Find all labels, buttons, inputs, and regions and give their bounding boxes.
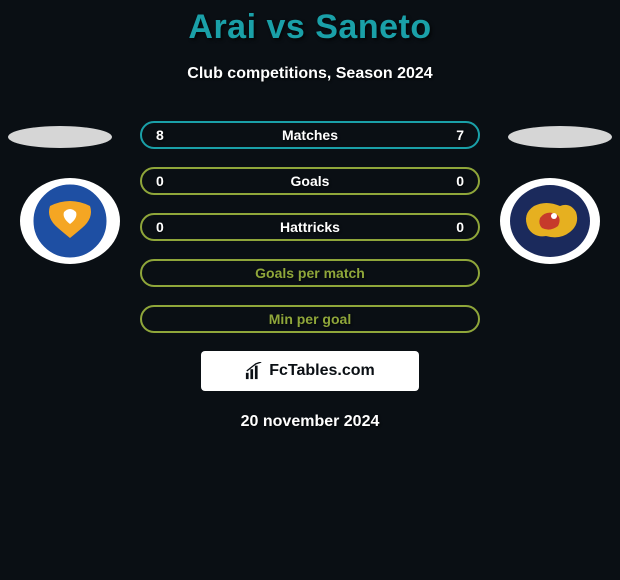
stat-row-hattricks: 0 Hattricks 0 xyxy=(140,213,480,241)
brand-text: FcTables.com xyxy=(269,362,375,380)
vvaren-logo-icon xyxy=(20,178,120,264)
stat-row-gpm: Goals per match xyxy=(140,259,480,287)
stat-right: 7 xyxy=(456,127,464,143)
team-badge-right xyxy=(500,178,600,264)
stat-label: Hattricks xyxy=(280,219,340,235)
decoration-ellipse-left xyxy=(8,126,112,148)
stat-label: Min per goal xyxy=(269,311,351,327)
stat-left: 0 xyxy=(156,219,164,235)
vegalta-logo-icon xyxy=(500,178,600,264)
brand-watermark: FcTables.com xyxy=(201,351,419,391)
title-left: Arai xyxy=(188,8,256,46)
decoration-ellipse-right xyxy=(508,126,612,148)
team-badge-left xyxy=(20,178,120,264)
comparison-title: Arai vs Saneto xyxy=(0,0,620,47)
stat-label: Goals xyxy=(291,173,330,189)
title-right: Saneto xyxy=(315,8,431,46)
stat-row-mpg: Min per goal xyxy=(140,305,480,333)
stat-label: Goals per match xyxy=(255,265,365,281)
stat-right: 0 xyxy=(456,173,464,189)
stat-label: Matches xyxy=(282,127,338,143)
stat-left: 8 xyxy=(156,127,164,143)
chart-icon xyxy=(245,362,263,380)
stat-right: 0 xyxy=(456,219,464,235)
snapshot-date: 20 november 2024 xyxy=(0,413,620,431)
title-vs: vs xyxy=(257,8,316,46)
subtitle: Club competitions, Season 2024 xyxy=(0,65,620,83)
stat-row-goals: 0 Goals 0 xyxy=(140,167,480,195)
stat-left: 0 xyxy=(156,173,164,189)
stat-row-matches: 8 Matches 7 xyxy=(140,121,480,149)
